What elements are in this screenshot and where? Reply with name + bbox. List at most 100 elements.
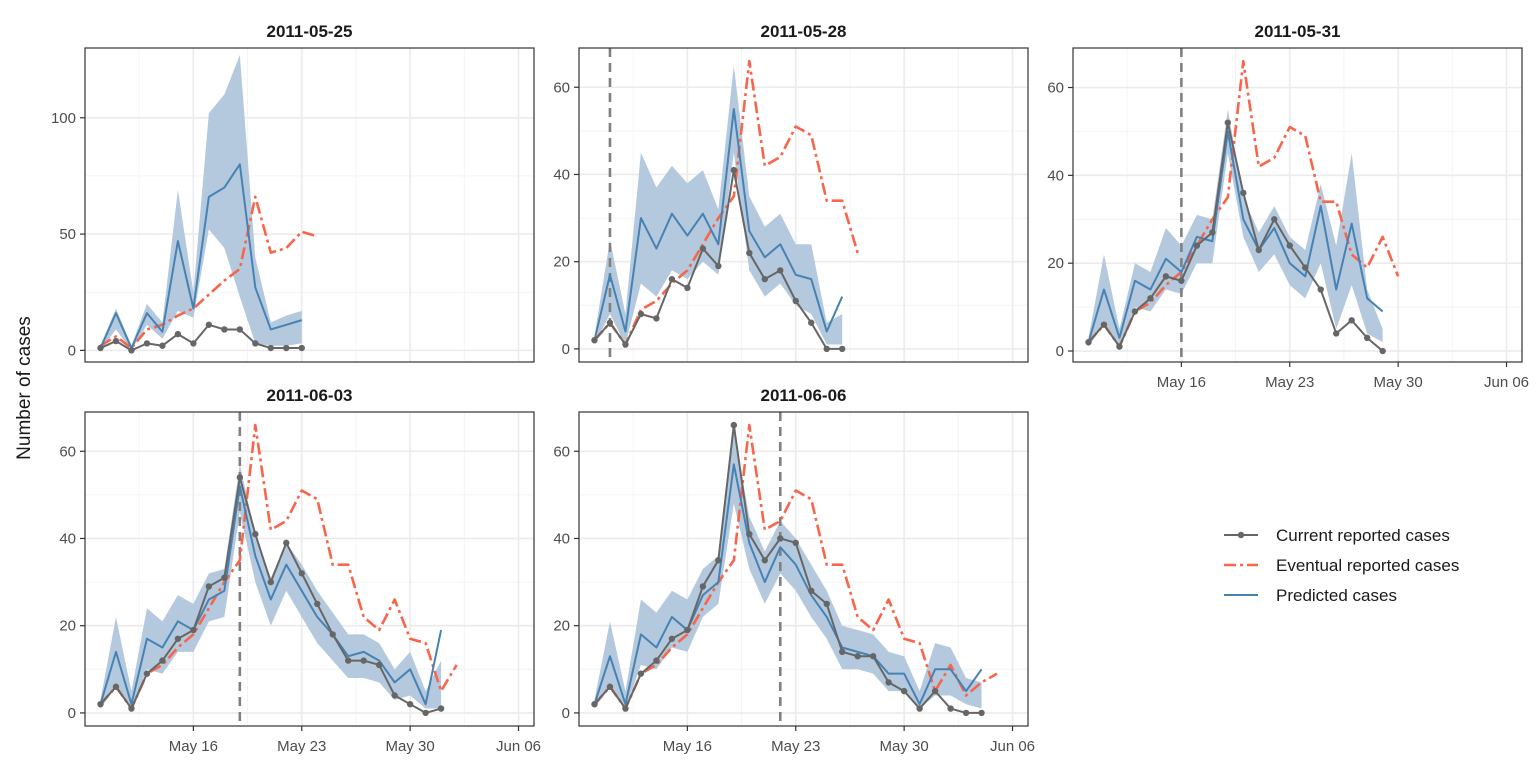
current-reported-point — [1085, 339, 1092, 346]
current-reported-point — [143, 340, 151, 347]
current-reported-point — [174, 330, 182, 338]
x-tick-label: May 23 — [771, 738, 820, 755]
current-reported-point — [1147, 295, 1154, 302]
current-reported-point — [267, 578, 274, 586]
x-tick-label: May 23 — [1265, 374, 1314, 391]
current-reported-point — [205, 321, 213, 328]
current-reported-point — [653, 315, 660, 322]
legend-item-eventual: Eventual reported cases — [1224, 556, 1459, 575]
prediction-interval-ribbon — [1088, 109, 1383, 347]
x-tick-label: Jun 06 — [990, 738, 1035, 755]
prediction-interval-ribbon — [594, 429, 982, 709]
current-reported-point — [854, 653, 861, 660]
current-reported-point — [283, 539, 290, 547]
current-reported-point — [777, 535, 784, 542]
current-reported-line — [593, 424, 982, 714]
current-reported-point — [1363, 334, 1371, 342]
current-reported-point — [931, 687, 939, 695]
x-tick-label: May 30 — [1374, 374, 1423, 391]
current-reported-point — [792, 539, 799, 547]
current-reported-point — [823, 345, 830, 353]
legend-label: Current reported cases — [1276, 526, 1450, 545]
x-tick-label: Jun 06 — [496, 738, 541, 755]
y-tick-label: 40 — [59, 530, 76, 547]
y-tick-label: 0 — [1056, 343, 1064, 360]
current-reported-point — [1240, 189, 1247, 197]
y-tick-label: 20 — [1047, 255, 1064, 272]
current-reported-point — [637, 310, 645, 318]
current-reported-point — [422, 709, 429, 717]
current-reported-point — [314, 600, 321, 608]
current-reported-point — [143, 670, 151, 677]
current-reported-point — [298, 570, 305, 577]
x-tick-label: May 30 — [880, 738, 929, 755]
y-tick-label: 20 — [553, 618, 570, 635]
panel-title: 2011-05-25 — [266, 22, 352, 41]
predicted-line — [99, 485, 443, 706]
y-tick-label: 60 — [553, 79, 570, 96]
current-reported-point — [622, 341, 629, 348]
current-reported-point — [761, 275, 768, 283]
y-tick-label: 60 — [59, 443, 76, 460]
current-reported-point — [97, 344, 104, 352]
current-reported-point — [823, 600, 830, 608]
current-reported-point — [962, 709, 970, 717]
current-reported-point — [808, 587, 815, 595]
current-reported-point — [699, 583, 707, 590]
current-reported-point — [1271, 216, 1278, 223]
eventual-reported-line — [593, 423, 998, 710]
predicted-line — [99, 163, 303, 350]
x-tick-label: May 16 — [663, 738, 712, 755]
prediction-interval-ribbon — [100, 464, 442, 709]
panel-border — [578, 47, 1029, 363]
panel-title: 2011-05-28 — [760, 22, 846, 41]
current-reported-point — [606, 683, 614, 690]
current-reported-point — [252, 530, 259, 538]
current-reported-point — [159, 342, 166, 349]
prediction-interval-ribbon — [100, 54, 302, 351]
y-tick-label: 0 — [68, 342, 76, 359]
y-tick-label: 40 — [553, 530, 570, 547]
panel-background — [85, 412, 534, 726]
current-reported-line — [1087, 121, 1384, 352]
current-reported-point — [1116, 343, 1123, 350]
current-reported-point — [391, 692, 398, 699]
current-reported-point — [298, 344, 305, 352]
predicted-line — [593, 108, 844, 341]
legend-label: Predicted cases — [1276, 586, 1397, 605]
y-tick-label: 20 — [553, 254, 570, 271]
current-reported-point — [699, 245, 707, 252]
current-reported-point — [839, 345, 846, 353]
current-reported-point — [591, 336, 598, 344]
current-reported-point — [1209, 229, 1216, 236]
current-reported-point — [746, 530, 753, 538]
y-tick-label: 60 — [1047, 80, 1064, 97]
eventual-reported-line — [1087, 59, 1400, 348]
panels-layer: 2011-05-250501002011-05-2802040602011-05… — [51, 22, 1529, 755]
current-reported-point — [190, 626, 197, 634]
current-reported-point — [174, 635, 182, 642]
panel: 2011-06-06 0 20 40 60 May 16 May 23 May 30 Jun 0… — [553, 386, 1035, 755]
current-reported-point — [900, 687, 908, 695]
current-reported-point — [236, 326, 244, 333]
current-reported-point — [329, 631, 336, 638]
panel-border — [578, 411, 1029, 727]
panel: 2011-05-31 0 20 40 60 May 16 May 23 May 30 Jun 0… — [1047, 22, 1529, 391]
y-tick-label: 40 — [553, 166, 570, 183]
current-reported-point — [360, 657, 367, 664]
current-reported-point — [406, 700, 414, 708]
panel-border — [84, 47, 535, 363]
current-reported-point — [267, 344, 274, 352]
y-axis-title: Number of cases — [14, 316, 35, 460]
current-reported-point — [159, 657, 166, 664]
y-tick-label: 40 — [1047, 167, 1064, 184]
panel: 2011-06-03 0 20 40 60 May 16 May 23 May 30 Jun 0… — [59, 386, 541, 755]
current-reported-point — [885, 679, 892, 686]
y-tick-label: 0 — [562, 705, 570, 722]
current-reported-point — [128, 705, 135, 712]
current-reported-point — [1178, 277, 1185, 284]
current-reported-point — [1255, 246, 1262, 254]
y-tick-label: 50 — [59, 226, 76, 243]
x-tick-label: May 30 — [386, 738, 435, 755]
